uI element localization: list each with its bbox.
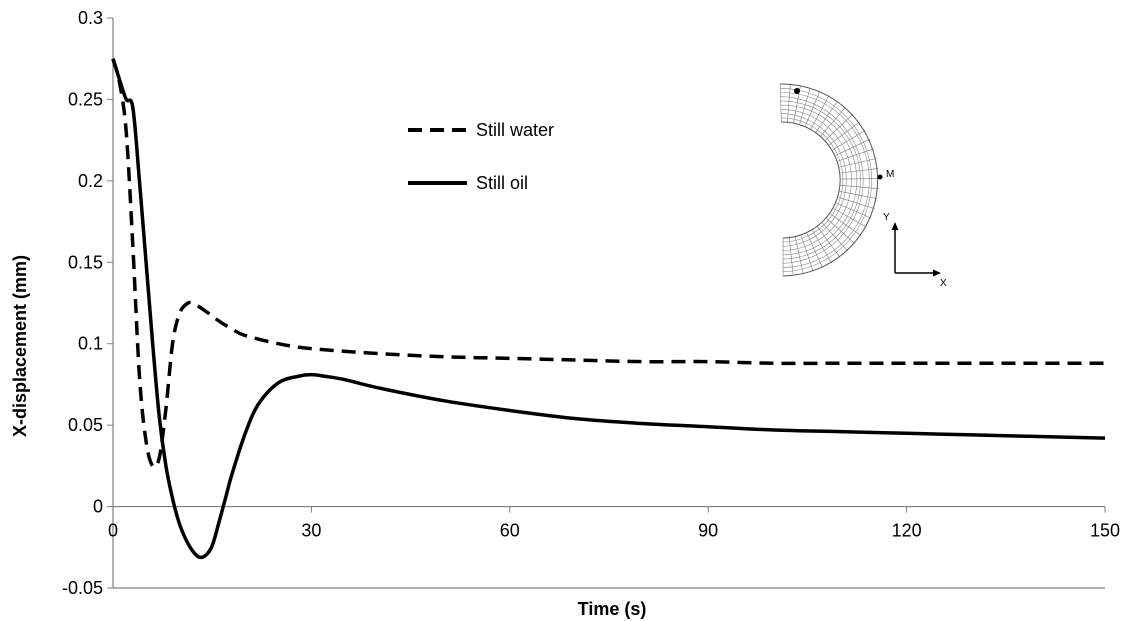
- inset-mesh-radial-line: [840, 168, 879, 174]
- inset-mesh-arc-line: [780, 88, 872, 273]
- inset-mesh-radial-line: [817, 226, 841, 258]
- axes: [107, 17, 1106, 589]
- y-tick-label: 0.3: [78, 8, 103, 28]
- x-tick-label: 30: [301, 521, 321, 541]
- inset-mesh-radial-line: [832, 130, 866, 151]
- legend-label-still-water: Still water: [476, 120, 554, 140]
- inset-mesh-arc-line: [780, 104, 858, 256]
- inset-mesh-diagram: M Y X: [779, 83, 947, 289]
- legend: Still water Still oil: [408, 120, 554, 193]
- inset-mesh-arc-line: [781, 113, 847, 247]
- y-tick-label: 0.05: [68, 415, 103, 435]
- inset-mesh-arc-line: [781, 121, 841, 239]
- inset-mesh-radial-line: [794, 236, 804, 274]
- inset-mesh-radial-line: [787, 84, 791, 123]
- inset-mesh-arc-line: [780, 83, 879, 277]
- series-lines: [111, 58, 1106, 560]
- inset-mesh-radial-line: [839, 191, 878, 199]
- y-tick-label: 0.25: [68, 89, 103, 109]
- inset-mesh-radial-line: [838, 197, 875, 209]
- inset-mesh-radial-line: [779, 83, 782, 123]
- inset-x-axis-label: X: [940, 278, 947, 289]
- inset-point-m: [877, 174, 883, 180]
- inset-mesh-radial-line: [835, 139, 871, 156]
- inset-mesh-radial-line: [840, 185, 879, 189]
- y-tick-label: 0: [93, 497, 103, 517]
- inset-point-m-label: M: [886, 169, 894, 180]
- inset-mesh-radial-line: [788, 237, 794, 276]
- inset-mesh-arc-line: [780, 96, 864, 264]
- y-tick-label: 0.15: [68, 252, 103, 272]
- inset-axes-icon: [891, 222, 941, 277]
- x-tick-label: 90: [698, 521, 718, 541]
- inset-mesh-arc-line: [780, 92, 870, 268]
- inset-y-axis-label: Y: [883, 212, 890, 223]
- y-axis-title: X-displacement (mm): [10, 255, 30, 437]
- inset-mesh-radial-line: [840, 178, 880, 180]
- inset-mesh-radial-line: [800, 235, 814, 272]
- tick-labels: -0.05 0 0.05 0.1 0.15 0.2 0.25 0.3 0 30 60 90 120 150: [62, 8, 1120, 598]
- legend-label-still-oil: Still oil: [476, 173, 528, 193]
- inset-mesh-radial-line: [806, 232, 823, 268]
- series-line-still-oil: [111, 58, 1106, 560]
- x-tick-label: 120: [892, 521, 922, 541]
- inset-mesh-radial-line: [810, 95, 830, 130]
- inset-mesh: [779, 83, 880, 277]
- inset-mesh-arc-line: [780, 109, 852, 251]
- inset-mesh-arc-line: [780, 100, 861, 260]
- inset-mesh-radial-line: [837, 148, 874, 162]
- inset-mesh-arc-line: [781, 117, 844, 243]
- x-axis-title: Time (s): [578, 599, 647, 619]
- x-tick-label: 60: [500, 521, 520, 541]
- y-tick-label: 0.1: [78, 334, 103, 354]
- y-tick-label: -0.05: [62, 578, 103, 598]
- inset-mesh-radial-line: [812, 229, 832, 264]
- inset-mesh-radial-line: [829, 121, 860, 146]
- x-tick-label: 150: [1090, 521, 1120, 541]
- inset-mesh-radial-line: [833, 208, 867, 228]
- inset-mesh-radial-line: [836, 202, 872, 219]
- x-tick-label: 0: [108, 521, 118, 541]
- inset-mesh-radial-line: [804, 91, 821, 127]
- inset-mesh-radial-line: [839, 158, 877, 168]
- y-tick-label: 0.2: [78, 171, 103, 191]
- series-line-still-water: [111, 58, 1105, 469]
- inset-mesh-radial-line: [799, 87, 811, 125]
- inset-mesh-radial-line: [830, 213, 862, 236]
- inset-top-point: [794, 88, 800, 94]
